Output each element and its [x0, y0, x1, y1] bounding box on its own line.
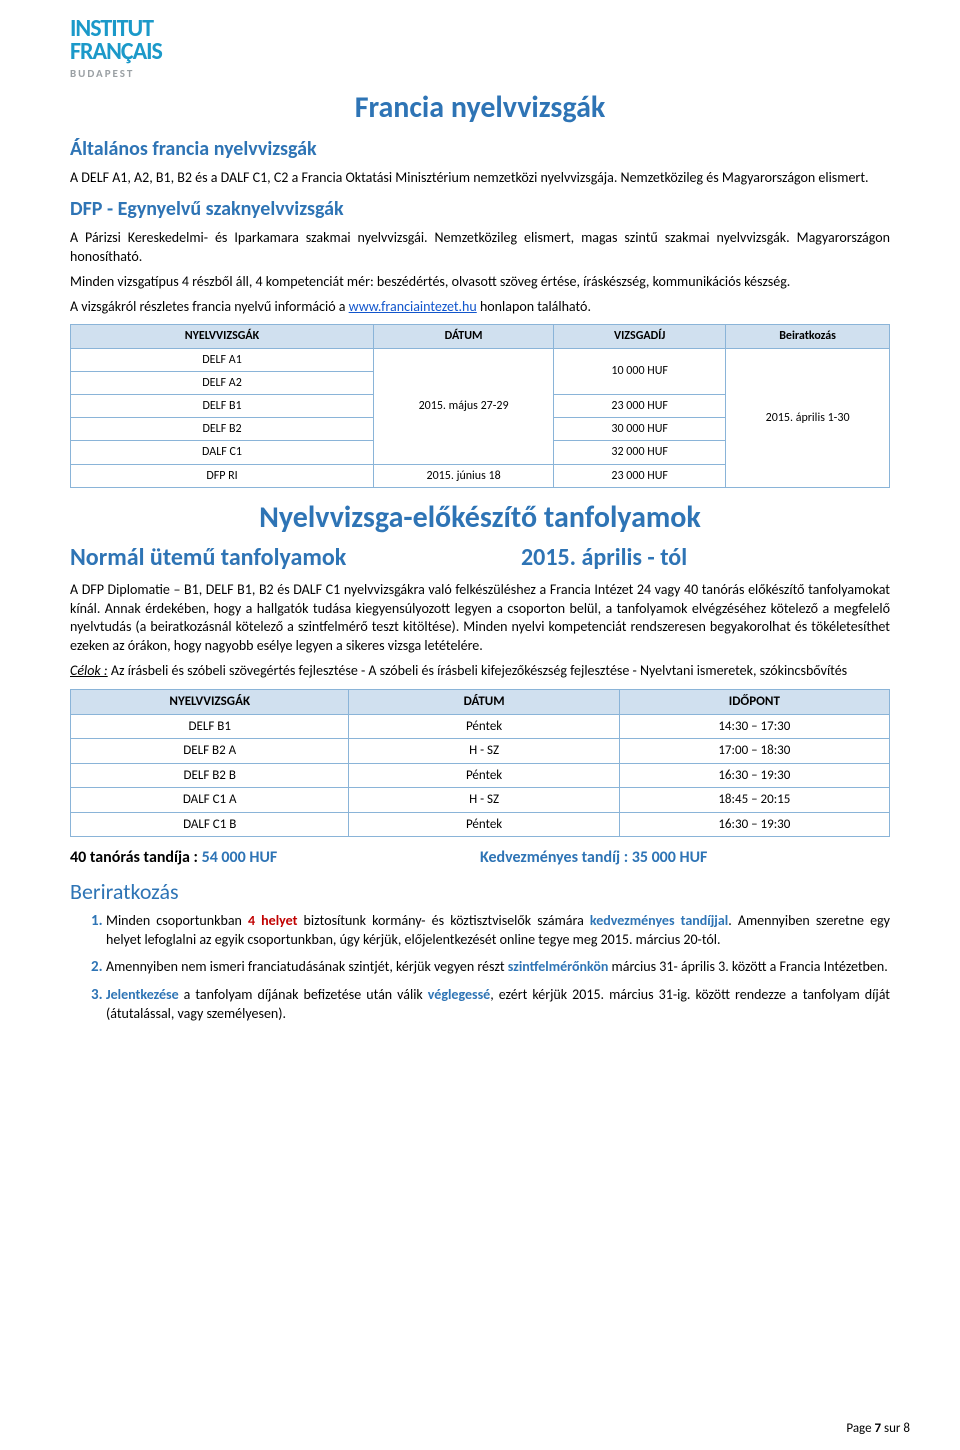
price-right-label: Kedvezményes tandíj :: [480, 848, 632, 867]
table-row: NYELVVIZSGÁK DÁTUM VIZSGADÍJ Beiratkozás: [71, 325, 890, 348]
th-day: DÁTUM: [349, 690, 619, 715]
list-item: Minden csoportunkban 4 helyet biztosítun…: [106, 911, 890, 950]
logo-sub: BUDAPEST: [70, 67, 890, 82]
price-left-val: 54 000 HUF: [202, 848, 278, 867]
th-exam2: NYELVVIZSGÁK: [71, 690, 349, 715]
cell: 17:00 – 18:30: [619, 739, 889, 764]
cell-fee: 32 000 HUF: [554, 441, 726, 464]
cell-enroll-merged: 2015. április 1-30: [726, 348, 890, 487]
txt-bold: véglegessé: [428, 986, 490, 1003]
normal-header: Normál ütemű tanfolyamok 2015. április -…: [70, 542, 890, 574]
table-row: DELF B1Péntek14:30 – 17:30: [71, 714, 890, 739]
pn-post: sur 8: [881, 1421, 910, 1436]
cell: DALF C1 A: [71, 788, 349, 813]
cell: DELF B2 A: [71, 739, 349, 764]
txt-bold: kedvezményes tandíjjal: [590, 912, 728, 929]
exam-table: NYELVVIZSGÁK DÁTUM VIZSGADÍJ Beiratkozás…: [70, 324, 890, 487]
cell: DALF C1 B: [71, 812, 349, 837]
table-row: DELF A1 2015. május 27-29 10 000 HUF 201…: [71, 348, 890, 371]
prep-title: Nyelvvizsga-előkészítő tanfolyamok: [70, 498, 890, 539]
cell: Péntek: [349, 812, 619, 837]
txt-bold: Jelentkezése: [106, 986, 179, 1003]
cell-date-merged: 2015. május 27-29: [374, 348, 554, 464]
th-fee: VIZSGADÍJ: [554, 325, 726, 348]
txt: a tanfolyam díjának befizetése után váli…: [179, 986, 428, 1003]
txt: Amennyiben nem ismeri franciatudásának s…: [106, 958, 508, 975]
dfp-p2: Minden vizsgatípus 4 részből áll, 4 komp…: [70, 273, 890, 292]
cell-fee: 23 000 HUF: [554, 395, 726, 418]
list-item: Jelentkezése a tanfolyam díjának befizet…: [106, 985, 890, 1024]
cell-date: 2015. június 18: [374, 464, 554, 487]
cell-exam: DFP RI: [71, 464, 374, 487]
cell-fee-a1a2: 10 000 HUF: [554, 348, 726, 394]
normal-left: Normál ütemű tanfolyamok: [70, 542, 521, 574]
cell: 16:30 – 19:30: [619, 763, 889, 788]
normal-right: 2015. április - tól: [521, 542, 687, 574]
cell: 14:30 – 17:30: [619, 714, 889, 739]
list-item: Amennyiben nem ismeri franciatudásának s…: [106, 957, 890, 977]
celok-p: Célok : Az írásbeli és szóbeli szövegért…: [70, 662, 890, 681]
table-row: NYELVVIZSGÁK DÁTUM IDŐPONT: [71, 690, 890, 715]
franciaintezet-link[interactable]: www.franciaintezet.hu: [349, 298, 477, 315]
price-row: 40 tanórás tandíja : 54 000 HUF Kedvezmé…: [70, 847, 890, 869]
dfp-p1: A Párizsi Kereskedelmi- és Iparkamara sz…: [70, 229, 890, 267]
enroll-list: Minden csoportunkban 4 helyet biztosítun…: [70, 911, 890, 1024]
cell: H - SZ: [349, 788, 619, 813]
cell: DELF B1: [71, 714, 349, 739]
txt-bold: 4 helyet: [248, 912, 297, 929]
schedule-table: NYELVVIZSGÁK DÁTUM IDŐPONT DELF B1Péntek…: [70, 689, 890, 837]
logo-line2: FRANÇAIS: [70, 41, 162, 64]
enroll-title: Beriratkozás: [70, 877, 890, 907]
cell-fee: 23 000 HUF: [554, 464, 726, 487]
normal-p: A DFP Diplomatie – B1, DELF B1, B2 és DA…: [70, 581, 890, 657]
txt-bold: szintfelmérőnkön: [508, 958, 609, 975]
dfp-p3-pre: A vizsgákról részletes francia nyelvű in…: [70, 298, 349, 315]
table-row: DALF C1 AH - SZ18:45 – 20:15: [71, 788, 890, 813]
section-dfp-title: DFP - Egynyelvű szaknyelvvizsgák: [70, 196, 890, 223]
price-right: Kedvezményes tandíj : 35 000 HUF: [480, 847, 707, 869]
table-row: DELF B2 BPéntek16:30 – 19:30: [71, 763, 890, 788]
table-row: DALF C1 BPéntek16:30 – 19:30: [71, 812, 890, 837]
page-number: Page 7 sur 8: [846, 1420, 910, 1438]
cell: 16:30 – 19:30: [619, 812, 889, 837]
th-enroll: Beiratkozás: [726, 325, 890, 348]
celok-text: Az írásbeli és szóbeli szövegértés fejle…: [108, 662, 847, 679]
cell: 18:45 – 20:15: [619, 788, 889, 813]
cell-exam: DELF A1: [71, 348, 374, 371]
page-title: Francia nyelvvizsgák: [70, 88, 890, 129]
cell-fee: 30 000 HUF: [554, 418, 726, 441]
cell-exam: DELF B2: [71, 418, 374, 441]
txt: március 31- április 3. között a Francia …: [608, 958, 887, 975]
price-left: 40 tanórás tandíja : 54 000 HUF: [70, 847, 480, 869]
price-left-label: 40 tanórás tandíja :: [70, 848, 202, 867]
txt: Minden csoportunkban: [106, 912, 248, 929]
section-altalanos-text: A DELF A1, A2, B1, B2 és a DALF C1, C2 a…: [70, 169, 890, 188]
pn-pre: Page: [846, 1421, 874, 1436]
cell: DELF B2 B: [71, 763, 349, 788]
dfp-p3-post: honlapon található.: [477, 298, 591, 315]
cell-exam: DELF A2: [71, 371, 374, 394]
dfp-p3: A vizsgákról részletes francia nyelvű in…: [70, 298, 890, 317]
cell: H - SZ: [349, 739, 619, 764]
cell-exam: DELF B1: [71, 395, 374, 418]
txt: biztosítunk kormány- és köztisztviselők …: [297, 912, 589, 929]
cell-exam: DALF C1: [71, 441, 374, 464]
th-date: DÁTUM: [374, 325, 554, 348]
celok-label: Célok :: [70, 662, 108, 679]
th-time: IDŐPONT: [619, 690, 889, 715]
logo: INSTITUT FRANÇAIS: [70, 18, 162, 64]
cell: Péntek: [349, 714, 619, 739]
table-row: DELF B2 AH - SZ17:00 – 18:30: [71, 739, 890, 764]
price-right-val: 35 000 HUF: [632, 848, 708, 867]
th-exam: NYELVVIZSGÁK: [71, 325, 374, 348]
section-altalanos-title: Általános francia nyelvvizsgák: [70, 136, 890, 163]
cell: Péntek: [349, 763, 619, 788]
